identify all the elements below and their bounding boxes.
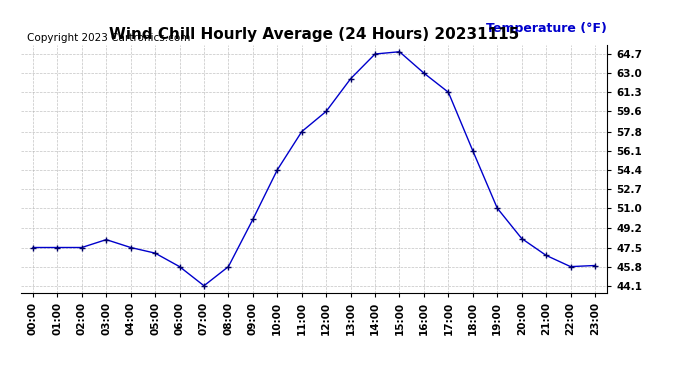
Title: Wind Chill Hourly Average (24 Hours) 20231115: Wind Chill Hourly Average (24 Hours) 202… [109,27,519,42]
Text: Temperature (°F): Temperature (°F) [486,22,607,35]
Text: Copyright 2023 Cartronics.com: Copyright 2023 Cartronics.com [26,33,190,42]
